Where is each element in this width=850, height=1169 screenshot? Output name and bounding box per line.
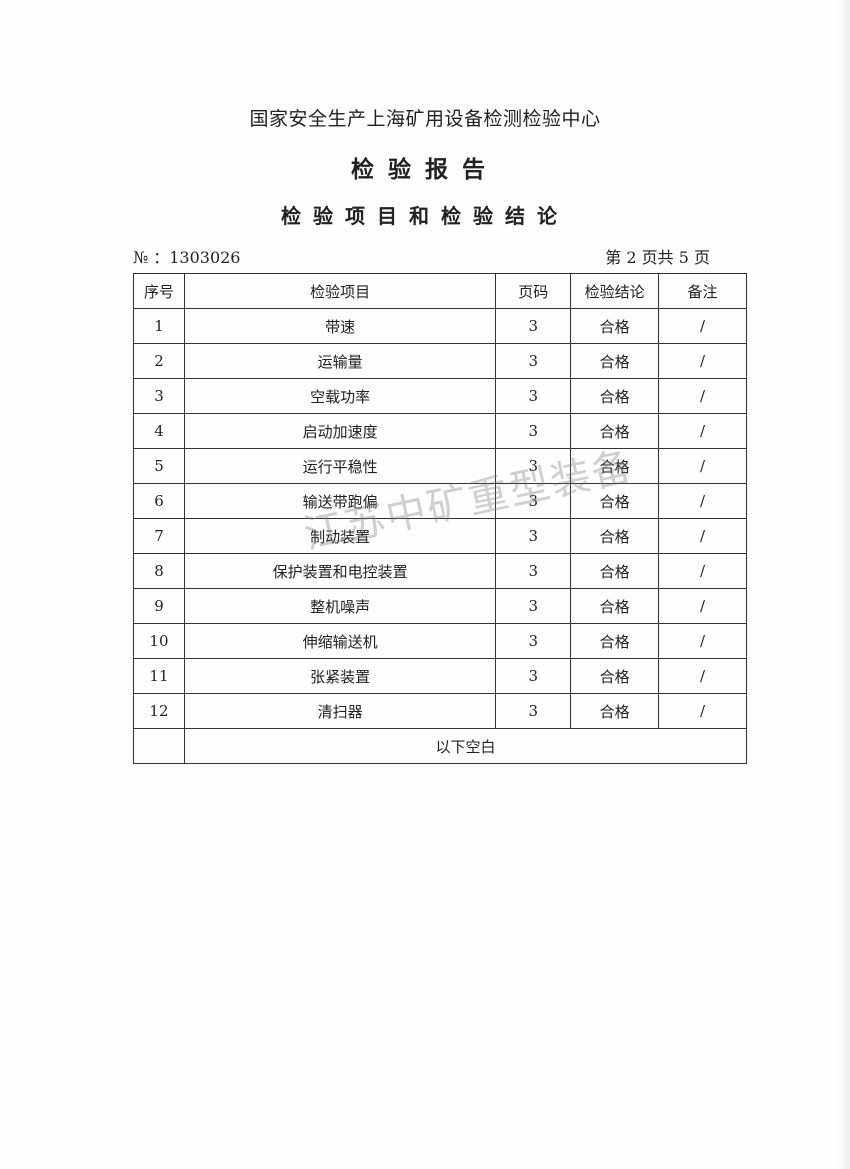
table-cell: 3 bbox=[495, 518, 572, 554]
report-number: № ：1303026 bbox=[133, 248, 241, 267]
table-cell: 合格 bbox=[570, 553, 660, 589]
table-cell: 保护装置和电控装置 bbox=[183, 553, 497, 589]
col-header: 序号 bbox=[133, 273, 185, 309]
organization-name: 国家安全生产上海矿用设备检测检验中心 bbox=[249, 108, 601, 130]
table-cell: 3 bbox=[495, 413, 572, 449]
table-cell: 6 bbox=[133, 483, 185, 519]
table-cell: 合格 bbox=[570, 623, 660, 659]
table-cell: / bbox=[658, 658, 747, 694]
table-cell: / bbox=[658, 588, 747, 624]
table-cell: 9 bbox=[133, 588, 185, 624]
table-cell: 3 bbox=[495, 588, 572, 624]
table-cell: 合格 bbox=[570, 378, 660, 414]
table-cell: / bbox=[658, 413, 747, 449]
table-cell: / bbox=[658, 483, 747, 519]
table-cell: 运行平稳性 bbox=[183, 448, 497, 484]
table-cell: 4 bbox=[133, 413, 185, 449]
table-cell: 3 bbox=[495, 308, 572, 344]
table-cell: 合格 bbox=[570, 448, 660, 484]
table-cell: 空载功率 bbox=[183, 378, 497, 414]
table-cell: 伸缩输送机 bbox=[183, 623, 497, 659]
table-cell: 11 bbox=[133, 658, 185, 694]
table-cell: 8 bbox=[133, 553, 185, 589]
table-cell: 3 bbox=[495, 693, 572, 729]
report-title: 检验报告 bbox=[351, 157, 499, 183]
table-cell: 运输量 bbox=[183, 343, 497, 379]
table-cell: 3 bbox=[133, 378, 185, 414]
table-cell: / bbox=[658, 623, 747, 659]
table-cell: 合格 bbox=[570, 343, 660, 379]
table-cell: 2 bbox=[133, 343, 185, 379]
scan-edge bbox=[836, 0, 850, 1169]
table-cell: / bbox=[658, 343, 747, 379]
col-header: 页码 bbox=[495, 273, 572, 309]
blank-row: 以下空白 bbox=[133, 728, 748, 764]
table-cell: 3 bbox=[495, 483, 572, 519]
table-cell: 7 bbox=[133, 518, 185, 554]
table-row: 8 保护装置和电控装置 3 合格 / bbox=[133, 553, 747, 589]
table-row: 3 空载功率 3 合格 / bbox=[133, 378, 747, 414]
table-row: 1 带速 3 合格 / bbox=[133, 308, 747, 344]
table-cell: 整机噪声 bbox=[183, 588, 497, 624]
table-cell: 1 bbox=[133, 308, 185, 344]
table-row: 2 运输量 3 合格 / bbox=[133, 343, 747, 379]
table-cell: 合格 bbox=[570, 658, 660, 694]
table-cell: 合格 bbox=[570, 413, 660, 449]
table-cell: / bbox=[658, 553, 747, 589]
table-cell: 合格 bbox=[570, 693, 660, 729]
table-cell: 3 bbox=[495, 658, 572, 694]
table-cell: 3 bbox=[495, 343, 572, 379]
table-cell: / bbox=[658, 378, 747, 414]
table-cell: 启动加速度 bbox=[183, 413, 497, 449]
col-header: 备注 bbox=[658, 273, 747, 309]
table-cell: 合格 bbox=[570, 588, 660, 624]
inspection-table: 序号 检验项目 页码 检验结论 备注 1 带速 3 合格/2 运输量 3 合格/3 空载功率 3… bbox=[133, 273, 748, 764]
table-cell: / bbox=[658, 518, 747, 554]
report-subtitle: 检验项目和检验结论 bbox=[281, 204, 569, 228]
table-cell: 合格 bbox=[570, 308, 660, 344]
table-row: 4 启动加速度 3 合格 / bbox=[133, 413, 747, 449]
table-cell: 清扫器 bbox=[183, 693, 497, 729]
table-row: 12 清扫器 3 合格 / bbox=[133, 693, 747, 729]
page-info: 第 2 页共 5 页 bbox=[605, 248, 710, 267]
table-cell: 合格 bbox=[570, 518, 660, 554]
table-cell: 3 bbox=[495, 553, 572, 589]
table-cell: 3 bbox=[495, 448, 572, 484]
table-cell: 10 bbox=[133, 623, 185, 659]
col-header: 检验结论 bbox=[570, 273, 660, 309]
table-cell: 张紧装置 bbox=[183, 658, 497, 694]
table-cell: 3 bbox=[495, 623, 572, 659]
table-cell: 5 bbox=[133, 448, 185, 484]
table-cell: 3 bbox=[495, 378, 572, 414]
table-row: 11 张紧装置 3 合格 / bbox=[133, 658, 747, 694]
table-cell: / bbox=[658, 448, 747, 484]
blank-note: 以下空白 bbox=[183, 728, 748, 764]
table-cell: 12 bbox=[133, 693, 185, 729]
table-header: 序号 检验项目 页码 检验结论 备注 bbox=[133, 273, 747, 309]
table-cell: 带速 bbox=[183, 308, 497, 344]
table-cell: / bbox=[658, 693, 747, 729]
table-row: 6 输送带跑偏 3 合格 / bbox=[133, 483, 747, 519]
col-header: 检验项目 bbox=[183, 273, 497, 309]
table-row: 5 运行平稳性 3 合格 / bbox=[133, 448, 747, 484]
table-cell bbox=[133, 728, 185, 764]
table-row: 9 整机噪声 3 合格 / bbox=[133, 588, 747, 624]
table-cell: / bbox=[658, 308, 747, 344]
table-row: 10 伸缩输送机 3 合格 / bbox=[133, 623, 747, 659]
